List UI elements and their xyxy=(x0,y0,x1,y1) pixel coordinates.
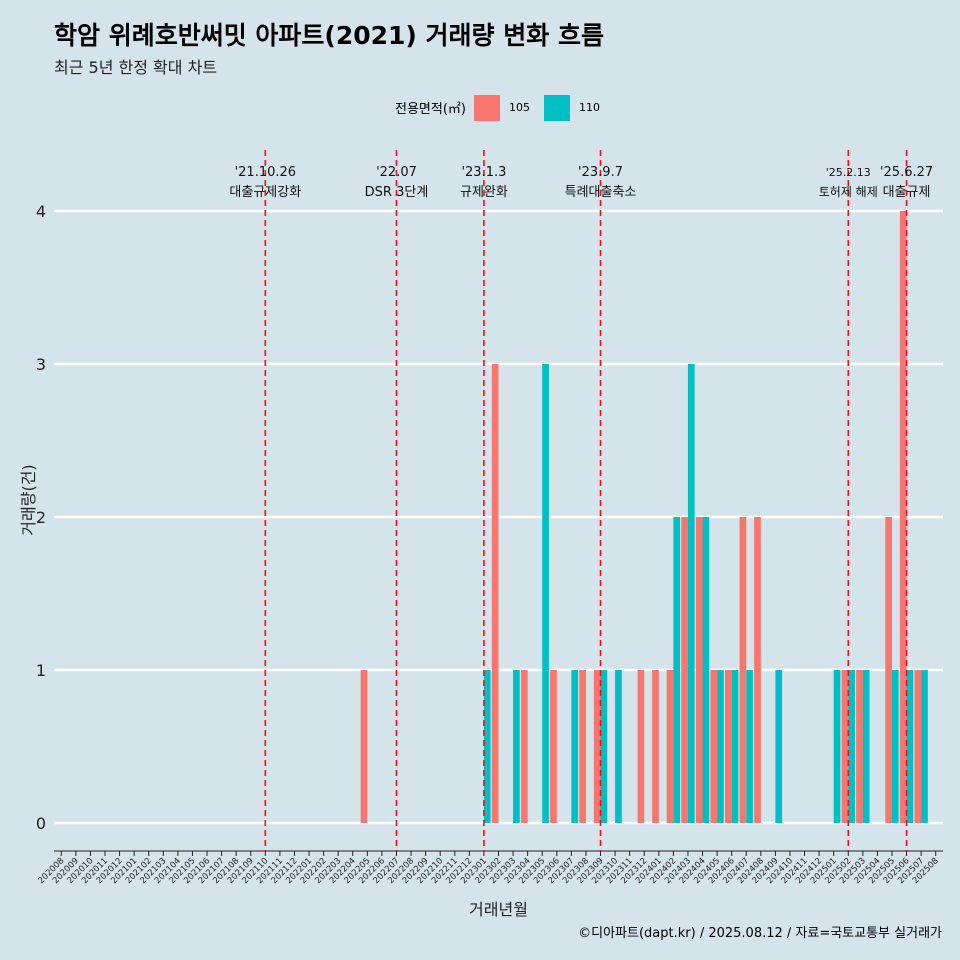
event-date-label: '21.10.26 xyxy=(235,165,296,180)
bar-110-202402 xyxy=(673,517,681,823)
legend-key-110 xyxy=(543,94,570,121)
legend-label-105: 105 xyxy=(508,101,530,114)
bar-110-202506 xyxy=(906,670,914,823)
bar-110-202307 xyxy=(571,670,579,823)
bar-105-202408 xyxy=(754,517,761,823)
legend-label-110: 110 xyxy=(578,101,600,114)
legend-title: 전용면적(㎡) xyxy=(395,102,466,117)
bar-105-202502 xyxy=(841,670,849,823)
bar-110-202501 xyxy=(833,670,841,823)
bar-105-202407 xyxy=(739,517,747,823)
bar-110-202406 xyxy=(731,670,739,823)
bar-110-202407 xyxy=(746,670,753,823)
bar-110-202303 xyxy=(513,670,520,823)
bar-110-202505 xyxy=(891,670,899,823)
event-text-label: DSR 3단계 xyxy=(365,185,429,200)
y-tick-label: 2 xyxy=(36,508,46,527)
bar-105-202503 xyxy=(856,670,863,823)
bar-105-202505 xyxy=(885,517,892,823)
event-text-label: 대출규제 xyxy=(883,185,931,200)
bar-110-202301 xyxy=(483,670,491,823)
bar-105-202304 xyxy=(520,670,528,823)
bar-105-202401 xyxy=(652,670,659,823)
source-caption: ©디아파트(dapt.kr) / 2025.08.12 / 자료=국토교통부 실… xyxy=(578,926,942,941)
bar-110-202502 xyxy=(848,670,855,823)
bar-110-202309 xyxy=(600,670,608,823)
bar-105-202402 xyxy=(666,670,674,823)
bar-110-202305 xyxy=(542,364,549,823)
bar-105-202302 xyxy=(491,364,499,823)
x-axis-title: 거래년월 xyxy=(469,900,528,919)
bar-105-202406 xyxy=(724,670,732,823)
bar-110-202403 xyxy=(687,364,695,823)
event-date-label: '25.2.13 xyxy=(826,166,871,179)
bar-105-202312 xyxy=(637,670,645,823)
bar-110-202503 xyxy=(862,670,870,823)
y-tick-label: 0 xyxy=(36,814,46,833)
bar-105-202308 xyxy=(579,670,586,823)
legend-key-105 xyxy=(473,94,500,121)
bar-105-202205 xyxy=(360,670,368,823)
bar-105-202506 xyxy=(899,211,907,823)
bar-105-202507 xyxy=(914,670,922,823)
bar-110-202405 xyxy=(717,670,724,823)
event-text-label: 특례대출축소 xyxy=(565,185,637,200)
bar-110-202507 xyxy=(921,670,928,823)
y-axis-title: 거래량(건) xyxy=(19,464,38,535)
chart-subtitle: 최근 5년 한정 확대 차트 xyxy=(54,58,218,77)
y-tick-label: 3 xyxy=(36,355,46,374)
event-text-label: 토허제 해제 xyxy=(819,185,878,199)
bar-110-202404 xyxy=(702,517,710,823)
event-text-label: 규제완화 xyxy=(460,185,508,200)
legend: 전용면적(㎡) 105 110 xyxy=(395,94,614,121)
bar-105-202405 xyxy=(710,670,718,823)
event-date-label: '22.07 xyxy=(376,165,417,180)
event-date-label: '23.1.3 xyxy=(461,165,506,180)
chart-title: 학암 위례호반써밋 아파트(2021) 거래량 변화 흐름 xyxy=(54,21,604,50)
bar-105-202404 xyxy=(695,517,703,823)
event-date-label: '25.6.27 xyxy=(880,165,933,180)
bar-105-202306 xyxy=(550,670,557,823)
bar-110-202409 xyxy=(775,670,783,823)
event-date-label: '23.9.7 xyxy=(578,165,623,180)
event-text-label: 대출규제강화 xyxy=(229,185,301,200)
bar-105-202309 xyxy=(593,670,601,823)
y-tick-label: 4 xyxy=(36,202,46,221)
y-tick-label: 1 xyxy=(36,661,46,680)
bar-105-202403 xyxy=(681,517,688,823)
bar-110-202310 xyxy=(615,670,622,823)
